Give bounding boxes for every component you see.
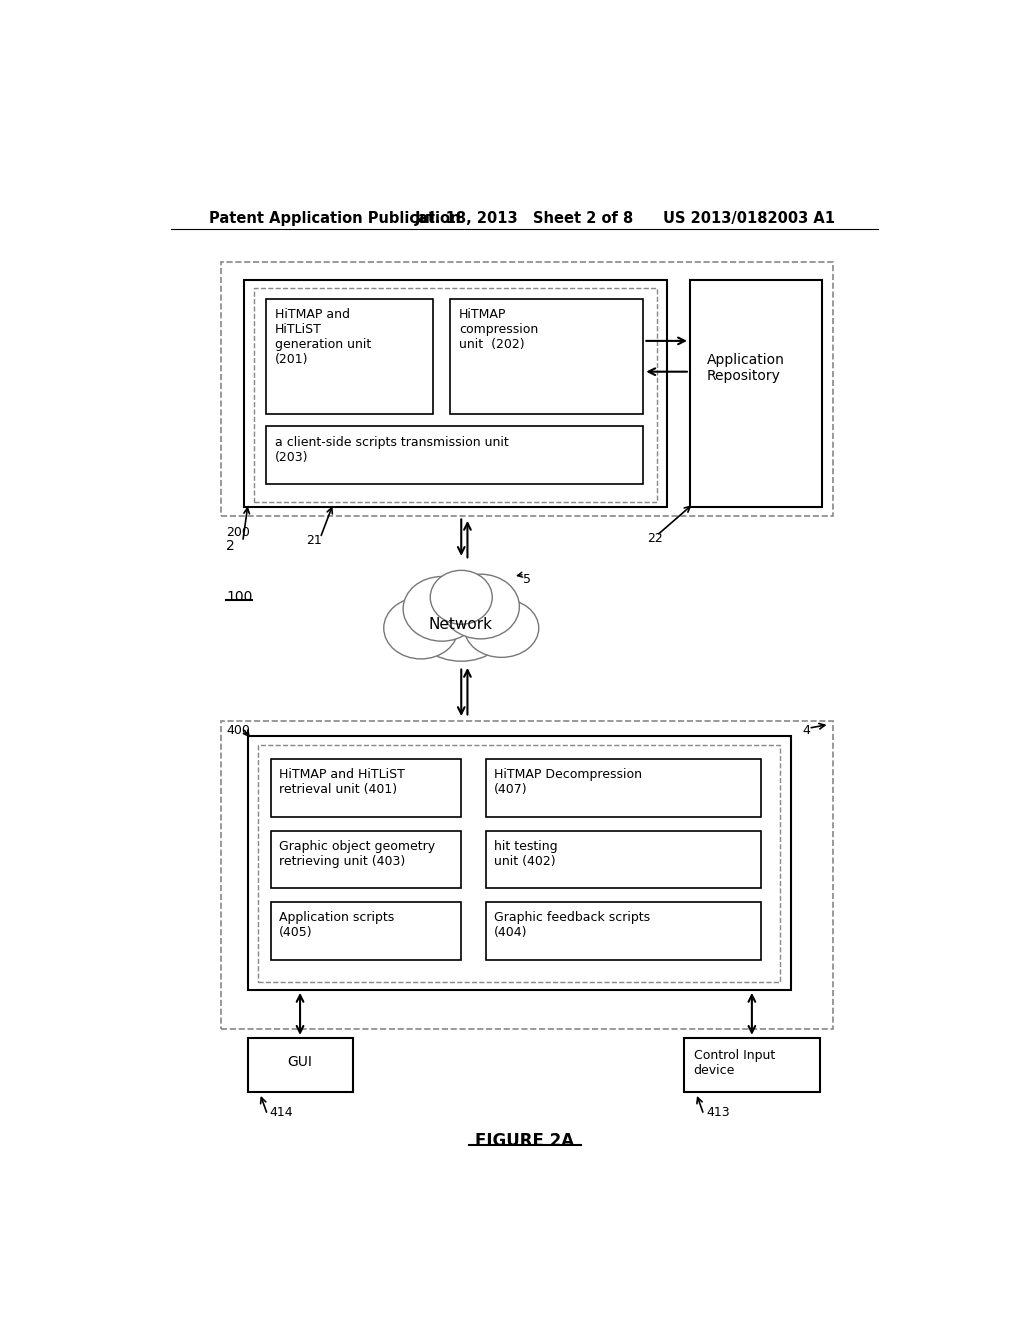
- Ellipse shape: [464, 599, 539, 657]
- Bar: [450, 298, 643, 414]
- Bar: [221, 721, 834, 1028]
- Bar: [486, 830, 761, 888]
- Text: 5: 5: [523, 573, 531, 586]
- Text: 400: 400: [226, 725, 250, 738]
- Text: Patent Application Publication: Patent Application Publication: [209, 211, 461, 226]
- Text: HiTMAP Decompression
(407): HiTMAP Decompression (407): [494, 768, 642, 796]
- Text: 2: 2: [226, 539, 236, 553]
- Text: 4: 4: [802, 725, 810, 738]
- Text: 100: 100: [226, 590, 253, 603]
- Bar: [271, 759, 461, 817]
- Text: 21: 21: [306, 535, 322, 548]
- Text: Application scripts
(405): Application scripts (405): [280, 911, 394, 940]
- Text: US 2013/0182003 A1: US 2013/0182003 A1: [663, 211, 835, 226]
- Bar: [486, 903, 761, 960]
- Text: HiTMAP
compression
unit  (202): HiTMAP compression unit (202): [459, 308, 539, 351]
- Text: Graphic object geometry
retrieving unit (403): Graphic object geometry retrieving unit …: [280, 840, 435, 867]
- Ellipse shape: [430, 570, 493, 624]
- Text: Application
Repository: Application Repository: [707, 354, 784, 383]
- Text: 22: 22: [647, 532, 663, 545]
- Text: Network: Network: [429, 616, 493, 631]
- Bar: [254, 288, 657, 502]
- Bar: [258, 744, 779, 982]
- Bar: [690, 280, 821, 507]
- Bar: [248, 737, 791, 990]
- Text: FIGURE 2A: FIGURE 2A: [475, 1133, 574, 1151]
- Text: 414: 414: [270, 1106, 294, 1118]
- Text: HiTMAP and HiTLiST
retrieval unit (401): HiTMAP and HiTLiST retrieval unit (401): [280, 768, 406, 796]
- Bar: [266, 426, 643, 484]
- Bar: [245, 280, 667, 507]
- Text: GUI: GUI: [288, 1055, 312, 1069]
- Bar: [248, 1038, 352, 1092]
- Text: 200: 200: [226, 527, 250, 540]
- Bar: [684, 1038, 820, 1092]
- Text: Control Input
device: Control Input device: [693, 1048, 775, 1077]
- Bar: [486, 759, 761, 817]
- Bar: [271, 830, 461, 888]
- Ellipse shape: [384, 598, 458, 659]
- Bar: [221, 263, 834, 516]
- Text: 413: 413: [707, 1106, 730, 1118]
- Bar: [271, 903, 461, 960]
- Ellipse shape: [403, 577, 480, 642]
- Text: Graphic feedback scripts
(404): Graphic feedback scripts (404): [494, 911, 650, 940]
- Text: HiTMAP and
HiTLiST
generation unit
(201): HiTMAP and HiTLiST generation unit (201): [275, 308, 372, 366]
- Text: Jul. 18, 2013   Sheet 2 of 8: Jul. 18, 2013 Sheet 2 of 8: [415, 211, 634, 226]
- Text: hit testing
unit (402): hit testing unit (402): [494, 840, 557, 867]
- Bar: [266, 298, 432, 414]
- Ellipse shape: [414, 587, 509, 661]
- Ellipse shape: [442, 574, 519, 639]
- Text: a client-side scripts transmission unit
(203): a client-side scripts transmission unit …: [275, 436, 509, 463]
